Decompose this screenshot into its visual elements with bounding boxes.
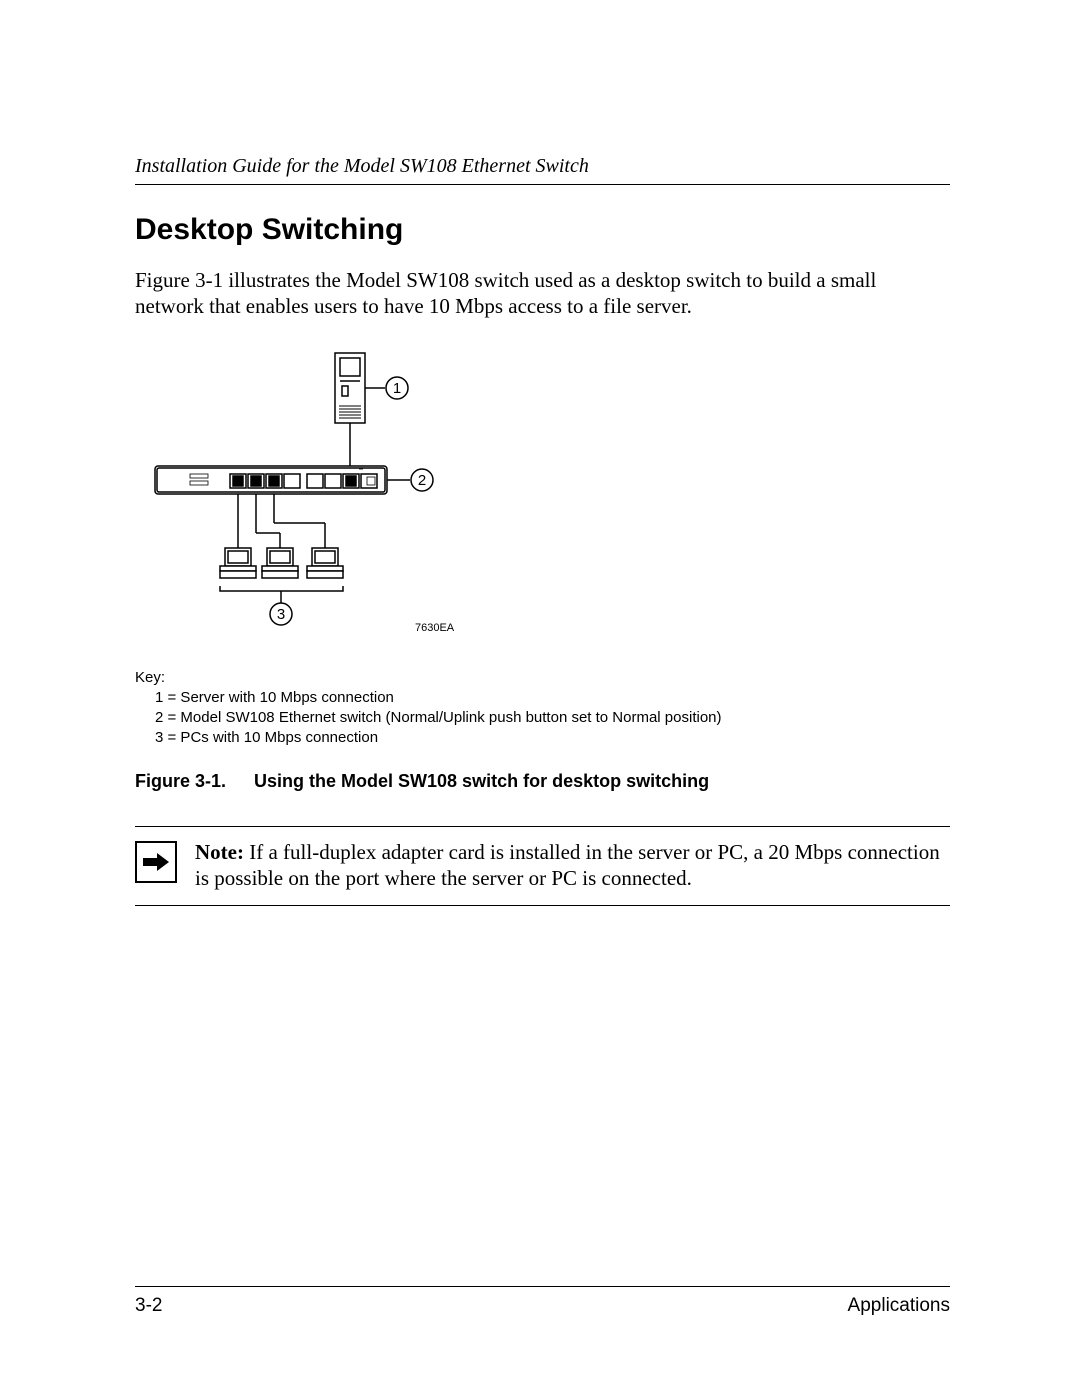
intro-paragraph: Figure 3-1 illustrates the Model SW108 s… xyxy=(135,267,950,320)
figure-caption-label: Figure 3-1. xyxy=(135,771,226,791)
document-page: Installation Guide for the Model SW108 E… xyxy=(0,0,1080,1397)
diagram-code: 7630EA xyxy=(415,622,455,634)
server-icon xyxy=(335,353,365,423)
key-item: 1 = Server with 10 Mbps connection xyxy=(155,688,950,708)
figure-key: Key: 1 = Server with 10 Mbps connection … xyxy=(135,668,950,749)
page-footer: 3-2 Applications xyxy=(135,1286,950,1317)
figure-diagram: 1 2 3 7630EA xyxy=(135,348,950,658)
note-label: Note: xyxy=(195,840,244,864)
pc-icon xyxy=(307,548,343,578)
callout-label: 3 xyxy=(277,606,285,623)
pc-icon xyxy=(220,548,256,578)
page-number: 3-2 xyxy=(135,1295,162,1317)
callout-label: 1 xyxy=(393,380,401,397)
arrow-right-icon xyxy=(135,841,177,883)
figure-caption: Figure 3-1. Using the Model SW108 switch … xyxy=(135,771,950,792)
key-item: 3 = PCs with 10 Mbps connection xyxy=(155,728,950,748)
key-label: Key: xyxy=(135,668,950,688)
note-block: Note: If a full-duplex adapter card is i… xyxy=(135,826,950,907)
note-text: Note: If a full-duplex adapter card is i… xyxy=(195,839,950,892)
key-item: 2 = Model SW108 Ethernet switch (Normal/… xyxy=(155,708,950,728)
callout-label: 2 xyxy=(418,472,426,489)
figure-caption-text: Using the Model SW108 switch for desktop… xyxy=(254,771,709,791)
running-header: Installation Guide for the Model SW108 E… xyxy=(135,155,950,185)
switch-icon xyxy=(155,466,387,494)
pc-icon xyxy=(262,548,298,578)
section-heading: Desktop Switching xyxy=(135,213,950,247)
footer-section: Applications xyxy=(848,1295,950,1317)
network-diagram-svg: 1 2 3 7630EA xyxy=(135,348,585,658)
note-body: If a full-duplex adapter card is install… xyxy=(195,840,940,890)
